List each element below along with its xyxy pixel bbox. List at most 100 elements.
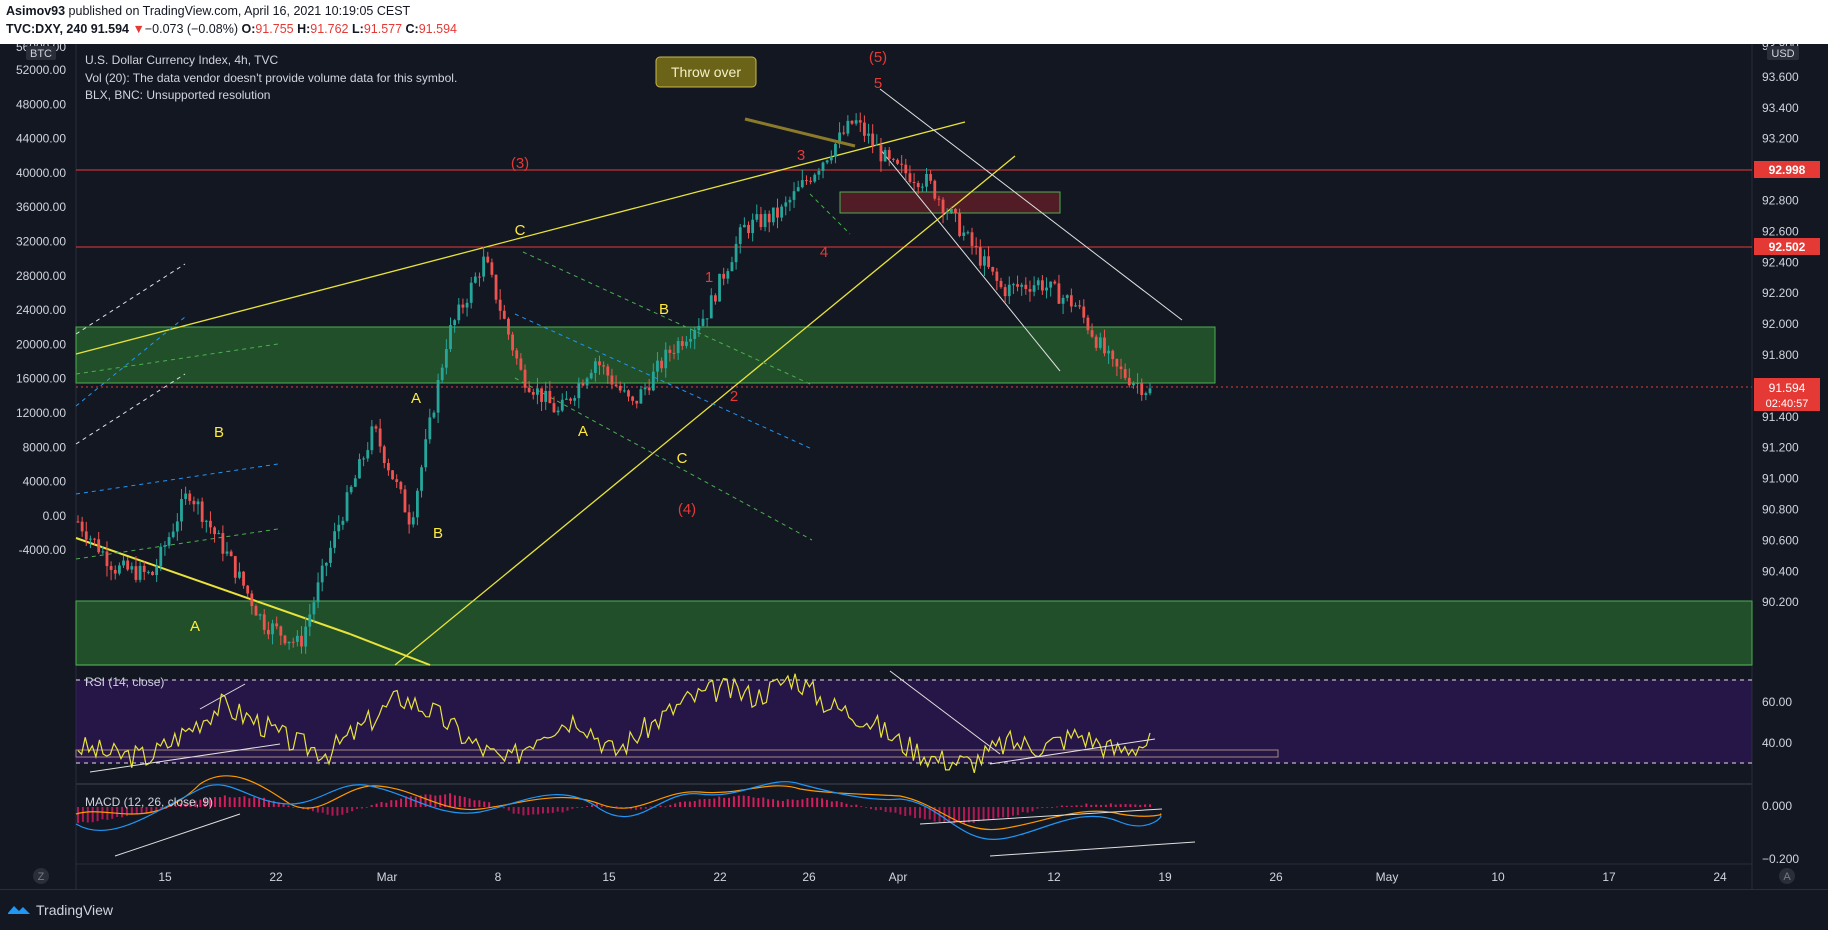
- macd-bar: [248, 798, 251, 807]
- time-axis-tick-label: 15: [602, 870, 616, 884]
- auto-scale-button[interactable]: [1779, 868, 1795, 884]
- candle-body: [250, 593, 254, 607]
- wave-label[interactable]: B: [214, 424, 224, 441]
- candle-body: [1078, 305, 1082, 307]
- dashed-line-green-left[interactable]: [75, 343, 279, 375]
- macd-bar: [1002, 807, 1005, 818]
- trendline-upper-yellow[interactable]: [75, 121, 966, 355]
- price-candles[interactable]: [76, 112, 1152, 654]
- candle-body: [838, 132, 841, 144]
- macd-trendline-3[interactable]: [989, 841, 1196, 857]
- candle-body: [908, 173, 912, 182]
- macd-bar: [767, 799, 770, 807]
- rsi-line[interactable]: [77, 673, 1151, 774]
- candle-body: [631, 396, 635, 401]
- macd-bar: [1085, 803, 1088, 807]
- candle-body: [829, 156, 833, 161]
- legend-vol[interactable]: Vol (20): The data vendor doesn't provid…: [85, 71, 457, 85]
- rsi-trendline-2[interactable]: [89, 743, 281, 773]
- high-value: 91.762: [310, 22, 349, 36]
- candle-body: [1090, 330, 1094, 337]
- candle-body: [151, 571, 154, 576]
- supply-zone-small[interactable]: [839, 191, 1061, 214]
- candle-body: [598, 361, 601, 366]
- wave-label[interactable]: C: [677, 450, 688, 467]
- dashed-line-blue-mid[interactable]: [75, 463, 279, 495]
- candle-body: [320, 565, 324, 583]
- rsi-zone-box[interactable]: [75, 749, 1279, 758]
- wave-label[interactable]: 5: [874, 75, 882, 92]
- wave-label[interactable]: 3: [797, 147, 805, 164]
- legend-title[interactable]: U.S. Dollar Currency Index, 4h, TVC: [85, 53, 279, 67]
- candle-body: [635, 400, 639, 404]
- macd-bar: [830, 801, 833, 807]
- dashed-channel-green-2[interactable]: [514, 377, 813, 541]
- macd-label[interactable]: MACD (12, 26, close, 9): [85, 795, 213, 809]
- tradingview-brand[interactable]: TradingView: [6, 902, 113, 918]
- candle-body: [825, 160, 829, 163]
- channel-line-lower[interactable]: [879, 148, 1061, 372]
- demand-zone-upper[interactable]: [75, 326, 1216, 384]
- candle-body: [941, 199, 945, 213]
- candle-body: [101, 551, 105, 553]
- level-tag-92998[interactable]: [1754, 161, 1820, 178]
- macd-bar: [654, 807, 657, 808]
- last-price-tag[interactable]: [1754, 378, 1820, 411]
- candle-body: [730, 262, 734, 272]
- wave-label[interactable]: A: [190, 618, 200, 635]
- candle-body: [552, 403, 556, 413]
- macd-line[interactable]: [75, 781, 1162, 840]
- wave-label[interactable]: (4): [678, 501, 696, 518]
- wave-label[interactable]: (5): [869, 49, 887, 66]
- macd-bar: [860, 806, 863, 808]
- wave-label[interactable]: C: [515, 222, 526, 239]
- legend-blx[interactable]: BLX, BNC: Unsupported resolution: [85, 88, 270, 102]
- candle-body: [759, 214, 763, 228]
- demand-zone-lower[interactable]: [75, 600, 1753, 666]
- macd-signal-line[interactable]: [75, 775, 1162, 831]
- rsi-label[interactable]: RSI (14, close): [85, 675, 164, 689]
- wave-label[interactable]: B: [659, 301, 669, 318]
- left-axis-tick-label: 52000.00: [16, 63, 66, 77]
- trendline-rising-yellow[interactable]: [394, 155, 1016, 666]
- symbol-label[interactable]: TVC:DXY, 240: [6, 22, 88, 36]
- dashed-line-white-2[interactable]: [75, 373, 186, 445]
- left-axis-tick-label: 8000.00: [23, 440, 67, 454]
- candle-body: [1040, 280, 1044, 291]
- timezone-button[interactable]: [33, 868, 49, 884]
- wave-label[interactable]: 2: [730, 388, 738, 405]
- wave-label[interactable]: A: [578, 423, 588, 440]
- rsi-trendline-1[interactable]: [199, 683, 246, 710]
- wave-label[interactable]: B: [433, 525, 443, 542]
- trendline-falling-yellow[interactable]: [75, 537, 351, 635]
- wave-label[interactable]: 4: [820, 244, 828, 261]
- macd-bar: [561, 807, 564, 813]
- macd-bar: [311, 807, 314, 812]
- level-tag-92502[interactable]: [1754, 238, 1820, 255]
- candle-body: [209, 520, 212, 528]
- macd-bar: [958, 807, 961, 822]
- candle-body: [846, 120, 850, 134]
- macd-bar: [865, 807, 868, 808]
- dashed-line-white-1[interactable]: [75, 263, 186, 335]
- candle-body: [747, 224, 750, 234]
- macd-bar: [233, 797, 236, 807]
- rsi-trendline-4[interactable]: [989, 738, 1156, 765]
- wave-label[interactable]: 1: [705, 269, 713, 286]
- wave-label[interactable]: A: [411, 390, 421, 407]
- candle-body: [771, 207, 775, 223]
- macd-trendline-1[interactable]: [114, 813, 241, 857]
- callout-box[interactable]: [655, 56, 757, 88]
- channel-line-upper[interactable]: [879, 88, 1183, 321]
- wave-label[interactable]: (3): [511, 155, 529, 172]
- rsi-trendline-3[interactable]: [889, 670, 1001, 755]
- dashed-line-green-mid[interactable]: [75, 528, 279, 560]
- author-name[interactable]: Asimov93: [6, 4, 66, 18]
- macd-bar: [987, 807, 990, 820]
- macd-bar: [522, 807, 525, 816]
- macd-trendline-2[interactable]: [919, 808, 1163, 825]
- last-price: 91.594: [90, 22, 129, 36]
- time-axis[interactable]: 15 22 Mar 8 15 22 26 Apr 12 19 26 May 10 17 24: [158, 870, 1727, 884]
- dashed-channel-blue[interactable]: [514, 313, 813, 450]
- chart-canvas[interactable]: Throw over (5) 5 (3) 3 1 4 2 (4) C B A A…: [0, 44, 1828, 889]
